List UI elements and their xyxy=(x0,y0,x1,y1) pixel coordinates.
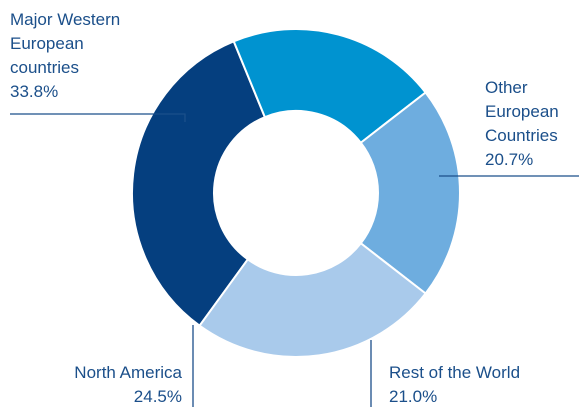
label-value: 24.5% xyxy=(133,387,182,406)
slice-north-america xyxy=(198,241,427,358)
label-other-european: Other European Countries 20.7% xyxy=(485,76,559,172)
label-text: Major Western xyxy=(10,10,121,29)
label-text: European xyxy=(10,34,84,53)
slice-major-western-european xyxy=(131,39,267,328)
label-text: Rest of the World xyxy=(389,363,521,382)
leader-lines xyxy=(10,113,579,407)
label-major-western-european: Major Western European countries 33.8% xyxy=(10,8,120,104)
leader-line-major-western-european xyxy=(10,113,186,122)
label-text: Countries xyxy=(485,126,558,145)
slice-rest-of-world xyxy=(359,91,461,295)
donut-slices xyxy=(131,28,461,358)
slice-other-european xyxy=(232,28,427,145)
label-value: 21.0% xyxy=(389,387,438,406)
label-text: European xyxy=(485,102,559,121)
label-value: 33.8% xyxy=(10,82,59,101)
label-text: Other xyxy=(485,78,528,97)
label-text: countries xyxy=(10,58,79,77)
label-text: North America xyxy=(74,363,182,382)
label-rest-of-world: Rest of the World 21.0% xyxy=(389,361,520,409)
label-north-america: North America 24.5% xyxy=(74,361,182,409)
label-value: 20.7% xyxy=(485,150,534,169)
